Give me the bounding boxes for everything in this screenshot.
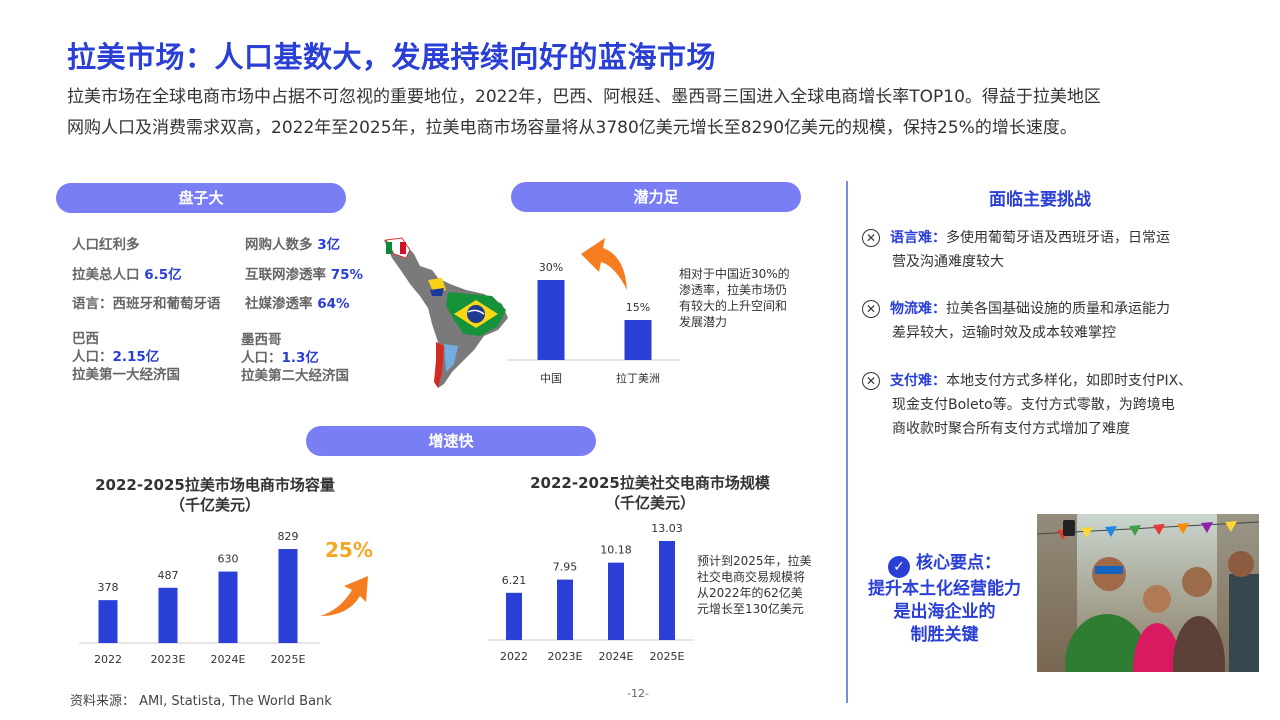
data-label: 630 <box>218 553 239 566</box>
orange-arrow-icon <box>320 576 368 616</box>
bar <box>557 579 573 640</box>
data-label: 378 <box>98 581 119 594</box>
close-circle-icon: ✕ <box>862 372 880 390</box>
latin-america-map <box>384 237 508 388</box>
category-label: 2024E <box>599 650 634 663</box>
challenge-logistics: ✕ 物流难：拉美各国基础设施的质量和承运能力 差异较大，运输时效及成本较难掌控 <box>862 297 1212 345</box>
data-label: 829 <box>278 530 299 543</box>
bar <box>158 587 178 643</box>
bar <box>218 571 238 643</box>
challenge-payment: ✕ 支付难：本地支付方式多样化，如即时支付PIX、 现金支付Boleto等。支付方… <box>862 369 1212 441</box>
stat-item: 语言：西班牙和葡萄牙语 <box>72 296 221 312</box>
people-selfie-photo <box>1037 514 1259 672</box>
potential-pill: 潜力足 <box>511 182 801 212</box>
page-number: -12- <box>627 687 649 700</box>
bar <box>624 320 652 360</box>
right-stats: 网购人数多 3亿 互联网渗透率 75% 社媒渗透率 64% <box>245 233 363 312</box>
data-label: 30% <box>539 261 563 274</box>
stat-item: 人口红利多 <box>72 237 140 253</box>
category-label: 2025E <box>650 650 685 663</box>
close-circle-icon: ✕ <box>862 229 880 247</box>
category-label: 2024E <box>211 653 246 666</box>
category-label: 2023E <box>548 650 583 663</box>
left-stats: 人口红利多 拉美总人口 6.5亿 语言：西班牙和葡萄牙语 <box>72 233 221 312</box>
source-note: 资料来源： AMI, Statista, The World Bank <box>70 694 332 709</box>
challenge-language: ✕ 语言难：多使用葡萄牙语及西班牙语，日常运 营及沟通难度较大 <box>862 226 1212 274</box>
data-label: 15% <box>626 301 650 314</box>
bar <box>608 562 624 640</box>
intro-paragraph: 拉美市场在全球电商市场中占据不可忽视的重要地位，2022年，巴西、阿根廷、墨西哥… <box>67 82 1227 144</box>
big-market-pill: 盘子大 <box>56 183 346 213</box>
growth-rate-label: 25% <box>325 538 373 562</box>
data-label: 6.21 <box>502 574 527 587</box>
chart1-title: 2022-2025拉美市场电商市场容量 （千亿美元） <box>95 476 335 514</box>
growth-pill: 增速快 <box>306 426 596 456</box>
argentina-flag <box>444 344 458 372</box>
bar <box>659 541 675 640</box>
category-label: 2023E <box>151 653 186 666</box>
intro-line: 网购人口及消费需求双高，2022年至2025年，拉美电商市场容量将从3780亿美… <box>67 118 1077 138</box>
bar <box>537 280 565 360</box>
orange-arrow-icon <box>581 238 627 290</box>
category-label: 2022 <box>500 650 528 663</box>
potential-note: 相对于中国近30%的 渗透率，拉美市场仍 有较大的上升空间和 发展潜力 <box>679 267 790 329</box>
vertical-divider <box>846 181 848 703</box>
check-circle-icon: ✓ <box>888 556 910 578</box>
social-commerce-bar-chart: 6.21 2022 7.95 2023E 10.18 2024E 13.03 2025E <box>488 522 694 663</box>
brazil-info: 巴西 人口：2.15亿 拉美第一大经济国 <box>72 331 180 383</box>
category-label: 中国 <box>540 372 562 385</box>
continent-shape <box>384 238 508 388</box>
data-label: 487 <box>158 569 179 582</box>
stat-item: 社媒渗透率 64% <box>245 296 350 312</box>
bar <box>278 549 298 643</box>
data-label: 13.03 <box>651 522 683 535</box>
stat-item: 互联网渗透率 75% <box>245 267 364 283</box>
category-label: 2022 <box>94 653 122 666</box>
intro-line: 拉美市场在全球电商市场中占据不可忽视的重要地位，2022年，巴西、阿根廷、墨西哥… <box>67 87 1101 107</box>
challenges-title: 面临主要挑战 <box>989 190 1091 210</box>
close-circle-icon: ✕ <box>862 300 880 318</box>
bar <box>506 592 522 640</box>
chile-flag <box>434 342 444 388</box>
category-label: 拉丁美洲 <box>616 371 660 385</box>
potential-bar-chart: 30% 中国 15% 拉丁美洲 <box>507 261 680 385</box>
social-note: 预计到2025年，拉美 社交电商交易规模将 从2022年的62亿美 元增长至13… <box>697 554 812 616</box>
stat-item: 拉美总人口 6.5亿 <box>72 267 182 283</box>
bar <box>98 600 118 643</box>
mexico-info: 墨西哥 人口：1.3亿 拉美第二大经济国 <box>241 332 349 384</box>
category-label: 2025E <box>271 653 306 666</box>
stat-item: 网购人数多 3亿 <box>245 237 341 253</box>
data-label: 7.95 <box>553 561 578 574</box>
market-size-bar-chart: 378 2022 487 2023E 630 2024E 829 2025E <box>79 530 320 666</box>
core-takeaway: ✓ 核心要点： 提升本土化经营能力 是出海企业的 制胜关键 <box>868 553 1021 645</box>
chart2-title: 2022-2025拉美社交电商市场规模 （千亿美元） <box>530 474 770 512</box>
data-label: 10.18 <box>600 544 632 557</box>
page-title: 拉美市场：人口基数大，发展持续向好的蓝海市场 <box>67 40 717 74</box>
